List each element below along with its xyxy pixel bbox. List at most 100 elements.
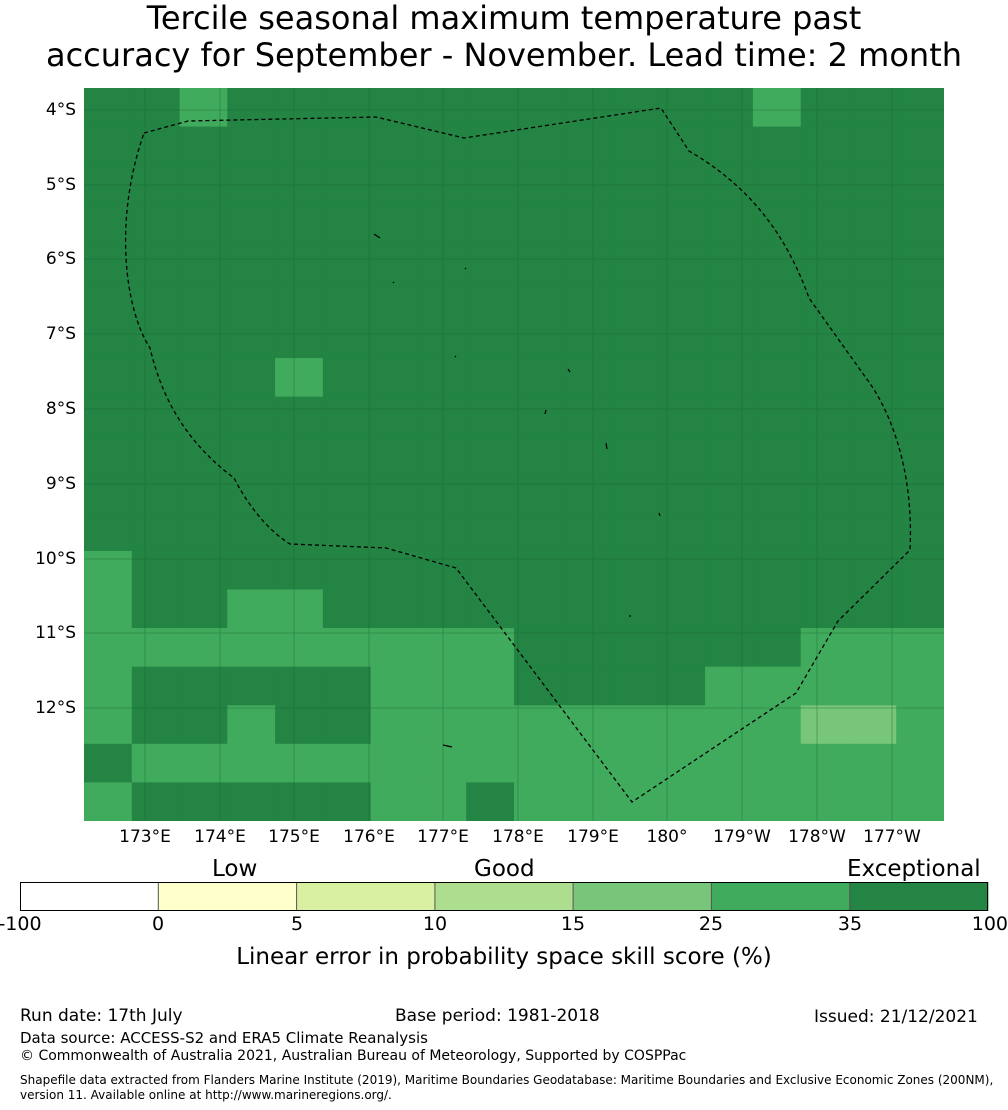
skill-cell: [322, 550, 372, 591]
skill-cell: [705, 242, 754, 282]
skill-cell: [322, 126, 372, 166]
skill-cell: [514, 743, 563, 783]
skill-cell: [275, 319, 324, 359]
title-line-1: Tercile seasonal maximum temperature pas…: [146, 0, 862, 37]
skill-cell: [609, 743, 658, 783]
skill-cell: [514, 242, 563, 282]
skill-cell: [848, 242, 897, 282]
skill-cell: [705, 435, 754, 475]
skill-cell: [370, 126, 420, 166]
skill-cell: [514, 358, 563, 398]
skill-cell: [800, 88, 850, 128]
skill-cell: [705, 743, 754, 783]
skill-cell: [800, 589, 850, 629]
skill-cell: [84, 280, 133, 321]
island: [373, 233, 381, 239]
skill-cell: [848, 319, 897, 359]
skill-cell: [466, 628, 515, 668]
lat-label-12s: 12°S: [35, 698, 76, 718]
skill-cell: [466, 550, 515, 591]
skill-cell: [848, 203, 897, 243]
colorbar-segments: [20, 882, 989, 911]
skill-cell: [370, 203, 420, 243]
skill-cell: [84, 473, 133, 513]
skill-cell: [275, 628, 324, 668]
skill-cell: [561, 782, 611, 821]
skill-cell: [657, 126, 706, 166]
skill-cell: [131, 319, 181, 359]
skill-cell: [514, 88, 563, 128]
colorbar-segment: [296, 882, 436, 911]
lat-label-9s: 9°S: [45, 474, 76, 494]
skill-cell: [514, 203, 563, 243]
skill-cell: [322, 782, 372, 821]
skill-cell: [705, 88, 754, 128]
skill-cell: [179, 512, 228, 552]
skill-cell: [609, 358, 658, 398]
skill-cell: [84, 550, 133, 591]
skill-cell: [227, 126, 276, 166]
category-good: Good: [474, 856, 535, 882]
skill-cell: [84, 88, 133, 128]
skill-cell: [896, 280, 944, 321]
skill-cell: [418, 628, 467, 668]
skill-cell: [514, 589, 563, 629]
skill-cell: [370, 782, 420, 821]
skill-cell: [657, 242, 706, 282]
skill-cell: [752, 743, 802, 783]
skill-cell: [514, 550, 563, 591]
data-source: Data source: ACCESS-S2 and ERA5 Climate …: [20, 1029, 428, 1047]
skill-cell: [561, 743, 611, 783]
skill-cell: [561, 88, 611, 128]
lon-label-176e: 176°E: [343, 827, 395, 847]
skill-cell: [800, 280, 850, 321]
skill-cell: [896, 589, 944, 629]
colorbar-segment: [434, 882, 574, 911]
skill-cells: [84, 88, 944, 821]
island: [544, 409, 547, 415]
skill-cell: [418, 396, 467, 436]
skill-cell: [466, 473, 515, 513]
skill-cell: [131, 705, 181, 745]
base-period: Base period: 1981-2018: [395, 1006, 600, 1026]
skill-cell: [131, 203, 181, 243]
skill-cell: [561, 126, 611, 166]
island: [454, 355, 457, 358]
shapefile-credit-line-1: Shapefile data extracted from Flanders M…: [20, 1073, 994, 1087]
skill-cell: [561, 628, 611, 668]
skill-cell: [848, 628, 897, 668]
cbar-tick-10: 10: [422, 913, 448, 935]
skill-cell: [84, 743, 133, 783]
skill-cell: [609, 435, 658, 475]
skill-cell: [179, 435, 228, 475]
skill-cell: [131, 782, 181, 821]
skill-cell: [609, 628, 658, 668]
skill-cell: [800, 358, 850, 398]
colorbar-segment: [158, 882, 297, 911]
skill-cell: [179, 705, 228, 745]
skill-cell: [561, 396, 611, 436]
skill-cell: [657, 589, 706, 629]
skill-cell: [752, 126, 802, 166]
skill-cell: [800, 435, 850, 475]
skill-cell: [657, 666, 706, 706]
skill-cell: [322, 705, 372, 745]
skill-cell: [370, 280, 420, 321]
skill-cell: [466, 743, 515, 783]
skill-cell: [609, 396, 658, 436]
skill-cell: [322, 242, 372, 282]
skill-cell: [418, 705, 467, 745]
skill-cell: [275, 550, 324, 591]
skill-cell: [84, 782, 133, 821]
skill-cell: [514, 782, 563, 821]
skill-cell: [896, 435, 944, 475]
skill-cell: [800, 550, 850, 591]
skill-cell: [84, 589, 133, 629]
lat-label-6s: 6°S: [45, 249, 76, 269]
skill-cell: [227, 203, 276, 243]
skill-cell: [275, 242, 324, 282]
skill-cell: [370, 358, 420, 398]
skill-cell: [896, 628, 944, 668]
skill-cell: [466, 782, 515, 821]
skill-cell: [800, 203, 850, 243]
